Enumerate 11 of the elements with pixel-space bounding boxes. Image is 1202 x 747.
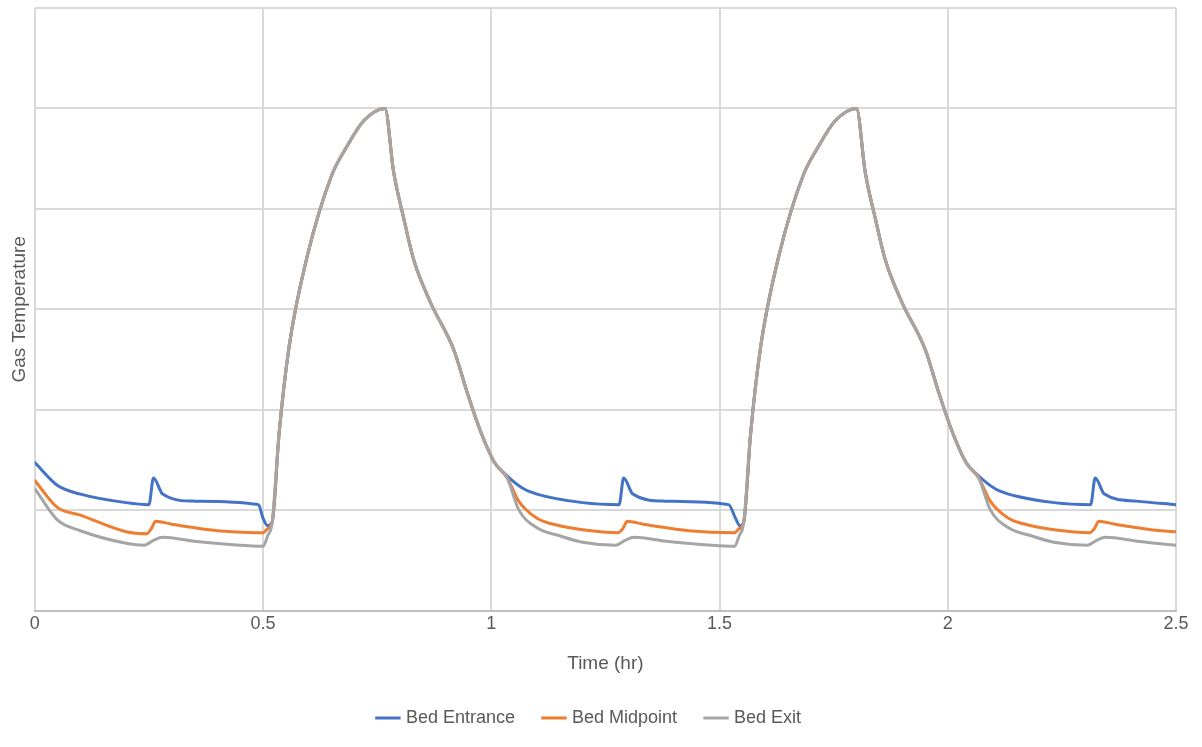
x-tick-label: 0 (29, 613, 40, 634)
x-tick-label: 2.5 (1163, 613, 1189, 634)
legend-label: Bed Midpoint (571, 706, 678, 727)
x-axis-title: Time (hr) (567, 651, 644, 673)
legend-label: Bed Entrance (405, 706, 515, 727)
legend-label: Bed Exit (734, 706, 802, 727)
x-tick-label: 1 (486, 613, 497, 634)
x-tick-label: 2 (942, 613, 953, 634)
y-axis-title: Gas Temperature (7, 236, 29, 383)
x-tick-label: 1.5 (707, 613, 733, 634)
x-tick-label: 0.5 (250, 613, 276, 634)
